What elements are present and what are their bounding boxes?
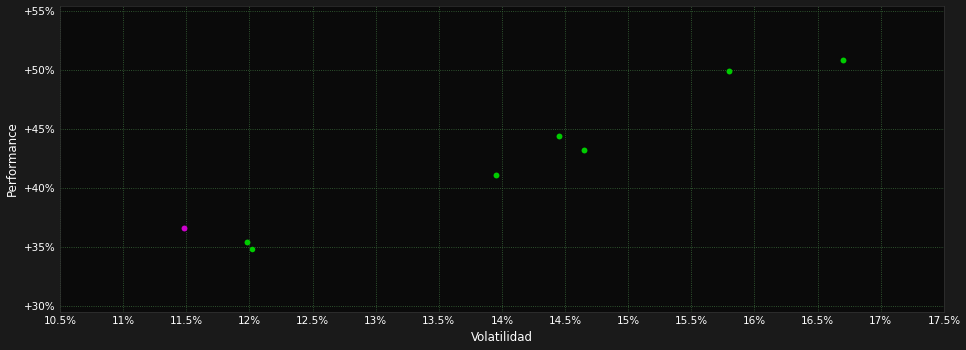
- Point: [244, 246, 260, 252]
- Point: [836, 57, 851, 63]
- Point: [240, 239, 255, 245]
- Point: [176, 225, 191, 231]
- Y-axis label: Performance: Performance: [6, 121, 18, 196]
- Point: [722, 69, 737, 74]
- Point: [577, 148, 592, 153]
- Point: [551, 133, 566, 139]
- Point: [488, 172, 503, 178]
- X-axis label: Volatilidad: Volatilidad: [471, 331, 533, 344]
